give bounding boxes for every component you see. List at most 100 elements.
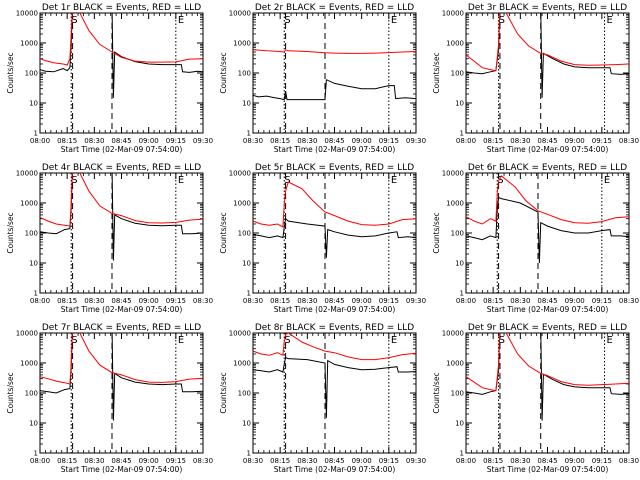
x-tick-label: 08:30 [243,297,263,305]
x-tick-label: 08:45 [324,457,344,465]
panel-det-7: Det 7r BLACK = Events, RED = LLD 1 10 100 10… [6,323,213,474]
x-tick-label: 08:30 [297,457,317,465]
x-tick-label: 09:15 [379,457,399,465]
panel-title: Det 5r BLACK = Events, RED = LLD [255,163,414,173]
x-tick-label: 08:30 [193,297,213,305]
y-tick-label: 1000 [20,40,38,48]
y-tick-label: 1000 [233,40,251,48]
y-axis-label: Counts/sec [6,52,15,93]
x-tick-label: 08:45 [111,297,131,305]
series-lld-line [40,333,203,385]
y-tick-label: 1000 [233,360,251,368]
y-tick-label: 10000 [442,330,464,338]
time-marker-label: S [284,335,290,346]
x-tick-label: 08:30 [510,137,530,145]
x-tick-label: 09:00 [139,297,159,305]
x-tick-label: 09:30 [193,137,213,145]
x-tick-label: 09:00 [139,457,159,465]
plot-frame [39,12,204,134]
y-tick-label: 100 [238,70,251,78]
panel-det-5: Det 5r BLACK = Events, RED = LLD 1 10 100 10… [219,163,426,314]
y-tick-label: 1 [247,450,251,458]
time-marker-label: E [178,175,184,186]
x-axis-label: Start Time (02-Mar-09 07:54:00) [61,145,183,154]
y-tick-label: 10 [455,260,464,268]
x-tick-label: 09:30 [406,297,426,305]
x-tick-label: 08:45 [111,137,131,145]
y-tick-label: 10 [242,420,251,428]
x-tick-label: 08:15 [270,297,290,305]
x-tick-label: 08:15 [57,137,77,145]
y-tick-label: 1 [460,130,464,138]
x-tick-label: 09:15 [379,137,399,145]
y-tick-label: 10 [242,100,251,108]
series-events-line [466,333,629,421]
x-tick-label: 08:30 [510,297,530,305]
panel-det-2: Det 2r BLACK = Events, RED = LLD 1 10 100 10… [219,3,426,154]
x-tick-label: 08:45 [111,457,131,465]
series-events-line [466,197,629,264]
y-axis-label: Counts/sec [219,372,228,413]
series-lld-line [466,333,629,392]
y-tick-label: 1000 [233,200,251,208]
y-tick-label: 1000 [446,40,464,48]
y-tick-label: 1000 [20,200,38,208]
time-marker-label: E [178,335,184,346]
series-events-line [253,217,416,258]
y-tick-label: 10000 [229,170,251,178]
x-tick-label: 08:30 [84,137,104,145]
x-tick-label: 08:30 [193,457,213,465]
time-marker-label: E [604,175,610,186]
x-tick-label: 08:00 [456,137,476,145]
x-tick-label: 09:00 [565,137,585,145]
panel-title: Det 8r BLACK = Events, RED = LLD [255,323,414,333]
x-tick-label: 09:15 [592,297,612,305]
x-tick-label: 08:30 [243,137,263,145]
panel-det-4: Det 4r BLACK = Events, RED = LLD 1 10 100 10… [6,163,213,314]
panel-title: Det 7r BLACK = Events, RED = LLD [42,323,201,333]
series-lld-line [253,181,416,228]
time-marker-label: E [607,335,613,346]
x-tick-label: 08:15 [270,137,290,145]
x-tick-label: 09:00 [352,137,372,145]
time-marker-label: E [178,15,184,26]
plot-frame [465,172,630,294]
x-tick-label: 08:00 [456,297,476,305]
x-axis-label: Start Time (02-Mar-09 07:54:00) [274,465,396,474]
y-axis-label: Counts/sec [219,212,228,253]
y-tick-label: 10 [242,260,251,268]
x-tick-label: 08:45 [537,457,557,465]
x-tick-label: 09:15 [379,297,399,305]
series-lld-line [40,173,203,227]
y-tick-label: 10000 [16,330,38,338]
y-tick-label: 1000 [20,360,38,368]
y-tick-label: 1 [460,290,464,298]
time-marker-label: E [391,175,397,186]
series-events-line [40,13,203,98]
y-tick-label: 100 [25,230,38,238]
y-tick-label: 1 [34,290,38,298]
y-tick-label: 10 [29,100,38,108]
x-axis-label: Start Time (02-Mar-09 07:54:00) [487,465,609,474]
x-tick-label: 08:30 [84,297,104,305]
y-axis-label: Counts/sec [432,212,441,253]
x-tick-label: 08:15 [57,457,77,465]
y-tick-label: 1 [247,130,251,138]
x-tick-label: 08:45 [537,297,557,305]
x-tick-label: 08:00 [30,137,50,145]
x-tick-label: 09:00 [565,457,585,465]
time-marker-label: S [499,15,505,26]
y-tick-label: 100 [238,390,251,398]
y-tick-label: 100 [238,230,251,238]
x-tick-label: 09:00 [352,457,372,465]
y-tick-label: 100 [451,230,464,238]
time-marker-label: S [284,15,290,26]
x-axis-label: Start Time (02-Mar-09 07:54:00) [61,465,183,474]
panel-det-9: Det 9r BLACK = Events, RED = LLD 1 10 100 10… [432,323,639,474]
x-tick-label: 08:30 [243,457,263,465]
x-tick-label: 08:15 [270,457,290,465]
panel-title: Det 2r BLACK = Events, RED = LLD [255,3,414,13]
panel-det-8: Det 8r BLACK = Events, RED = LLD 1 10 100 10… [219,323,426,474]
x-tick-label: 08:30 [84,457,104,465]
x-tick-label: 08:45 [324,297,344,305]
